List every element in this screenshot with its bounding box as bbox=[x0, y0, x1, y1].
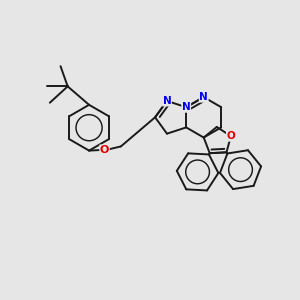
Text: O: O bbox=[226, 131, 235, 141]
Text: N: N bbox=[199, 92, 208, 102]
Text: N: N bbox=[163, 96, 171, 106]
Text: N: N bbox=[182, 102, 190, 112]
Text: O: O bbox=[100, 145, 109, 155]
